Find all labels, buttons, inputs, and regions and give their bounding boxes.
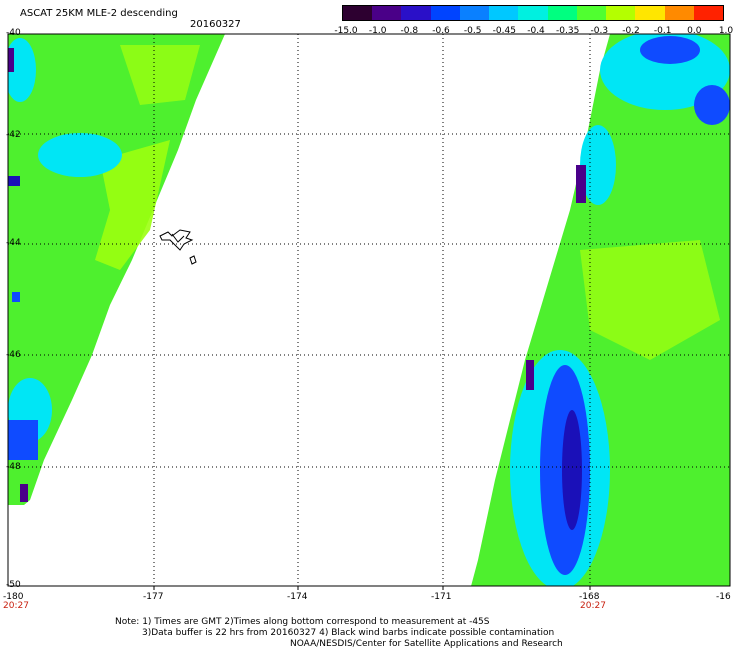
lat-label: -46 [6, 350, 21, 360]
right-cyan-mid [580, 125, 616, 205]
note-line-1: Note: 1) Times are GMT 2)Times along bot… [115, 617, 490, 627]
colorbar-segment [401, 6, 431, 20]
map-title: ASCAT 25KM MLE-2 descending [20, 8, 178, 19]
lon-label: -177 [143, 592, 164, 602]
left-purple-cell-1 [8, 48, 14, 72]
colorbar-labels: -15.0 -1.0 -0.8 -0.6 -0.5 -0.45 -0.4 -0.35 -0.3 -… [334, 26, 736, 38]
lon-label: -168 [579, 592, 600, 602]
colorbar-label: -0.2 [622, 26, 640, 36]
left-purple-cell-3 [20, 484, 28, 502]
right-purple-cell [576, 165, 586, 203]
lon-label: -174 [287, 592, 308, 602]
colorbar-label: -0.3 [590, 26, 609, 36]
colorbar-segment [576, 6, 607, 20]
left-purple-cell-2 [8, 176, 20, 186]
colorbar-segment [518, 6, 548, 20]
colorbar-label: -0.45 [492, 26, 516, 36]
note-line-3: NOAA/NESDIS/Center for Satellite Applica… [290, 639, 563, 649]
colorbar-label: -0.35 [556, 26, 580, 36]
left-cyan-blob-2 [8, 38, 36, 102]
colorbar-label: 0.0 [687, 26, 702, 36]
colorbar-label: -0.1 [653, 26, 672, 36]
left-swath-yellow-top [120, 45, 200, 105]
colorbar-segment [459, 6, 490, 20]
lon-label: -171 [431, 592, 452, 602]
left-swath-yellow [95, 140, 170, 270]
right-purple-cell-2 [526, 360, 534, 390]
lat-label: -48 [6, 462, 21, 472]
colorbar-segment [489, 6, 519, 20]
lat-label: -50 [6, 580, 21, 590]
graticule [8, 34, 730, 586]
colorbar-label: -0.4 [527, 26, 545, 36]
right-swath-yellow [580, 240, 720, 360]
colorbar-label: 1.0 [718, 26, 734, 36]
right-blue-top [640, 36, 700, 64]
colorbar-segment [664, 6, 694, 20]
time-label-left: 20:27 [3, 601, 29, 611]
tick-marks [153, 586, 591, 590]
note-line-2: 3)Data buffer is 22 hrs from 20160327 4)… [142, 628, 555, 638]
lon-label: -16 [716, 592, 731, 602]
colorbar-segment [372, 6, 402, 20]
left-cyan-blob [38, 133, 122, 177]
colorbar [342, 5, 724, 21]
colorbar-segment [693, 6, 724, 20]
colorbar-label: -0.6 [432, 26, 450, 36]
colorbar-segment [343, 6, 373, 20]
colorbar-segment [547, 6, 577, 20]
swath-layer [8, 34, 730, 586]
time-label-right: 20:27 [580, 601, 606, 611]
lat-label: -44 [6, 238, 21, 248]
island-outline [159, 229, 197, 265]
colorbar-label: -15.0 [334, 26, 358, 36]
colorbar-segment [606, 6, 636, 20]
lat-label: -42 [6, 130, 21, 140]
lat-label: -40 [6, 28, 21, 38]
map-date: 20160327 [190, 19, 241, 30]
colorbar-segment [430, 6, 460, 20]
right-darkblue-lower [562, 410, 582, 530]
left-blue-strip [8, 420, 38, 460]
colorbar-label: -0.5 [463, 26, 482, 36]
colorbar-label: -0.8 [400, 26, 419, 36]
left-blue-cell [12, 292, 20, 302]
right-blue-top-2 [694, 85, 730, 125]
map-frame [7, 33, 731, 587]
colorbar-label: -1.0 [368, 26, 387, 36]
lon-label: -180 [3, 592, 24, 602]
colorbar-segment [635, 6, 665, 20]
